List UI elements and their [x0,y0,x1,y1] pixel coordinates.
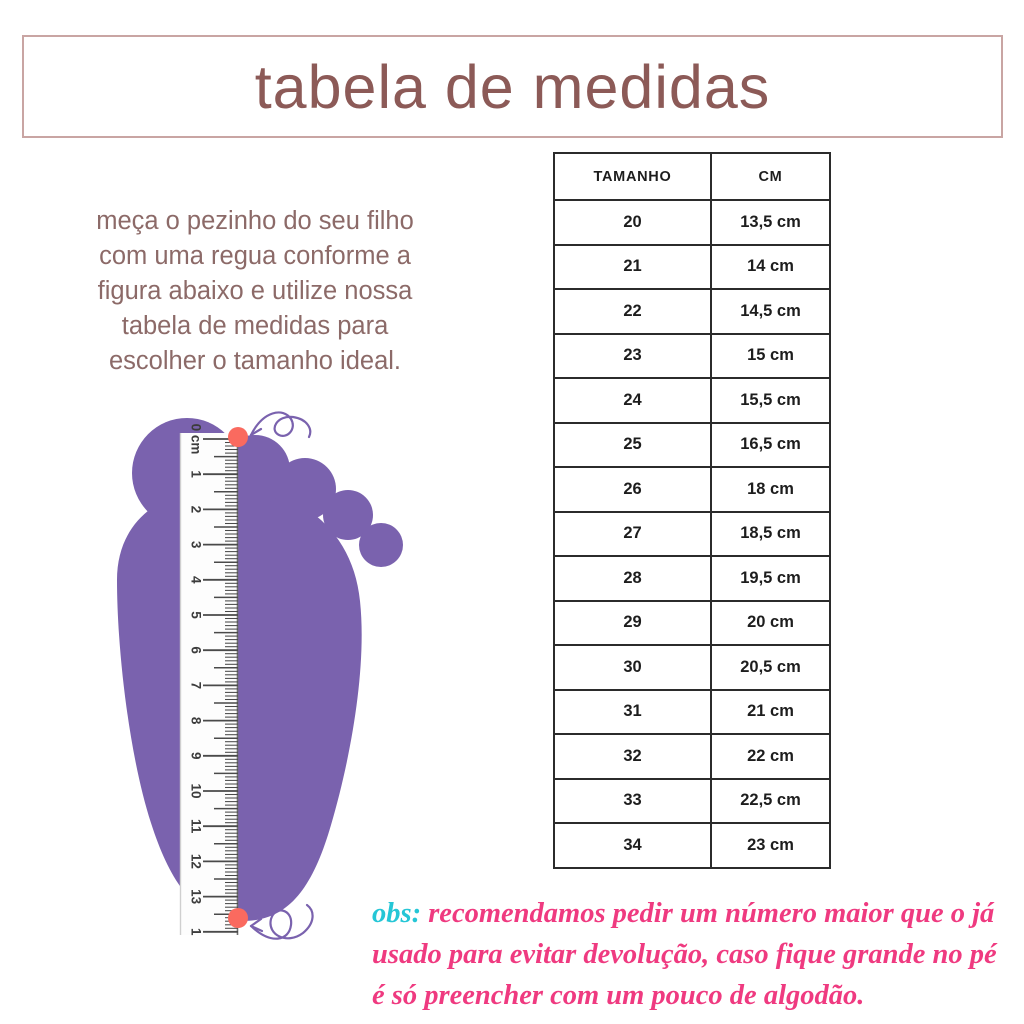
swirl-arrow-top [249,411,312,443]
table-row: 20 13,5 cm [553,199,831,246]
cell-cm: 22,5 cm [710,777,831,824]
foot-illustration: 0 cm 1 2 3 4 5 6 7 8 9 10 11 12 13 1 [75,405,415,975]
ruler-label-11: 11 [188,819,203,834]
cell-size: 32 [553,733,712,780]
cell-size: 23 [553,332,712,379]
ruler-label-1: 1 [188,470,203,478]
ruler-label-2: 2 [188,506,203,514]
cell-cm: 15 cm [710,332,831,379]
cell-cm: 15,5 cm [710,377,831,424]
cell-size: 33 [553,777,712,824]
cell-size: 31 [553,688,712,735]
table-row: 28 19,5 cm [553,555,831,602]
table-row: 25 16,5 cm [553,421,831,468]
toe-circle-4 [323,490,373,540]
cell-cm: 19,5 cm [710,555,831,602]
instruction-line-1: meça o pezinho do seu filho [96,207,414,235]
title-box: tabela de medidas [22,35,1003,138]
instruction-line-4: tabela de medidas para [121,312,389,340]
cell-size: 22 [553,288,712,335]
cell-cm: 13,5 cm [710,199,831,246]
cell-size: 30 [553,644,712,691]
measure-marker-bottom [228,908,248,928]
observation-note: obs: recomendamos pedir um número maior … [372,893,1012,1016]
ruler-label-4: 4 [188,576,203,584]
cell-cm: 18,5 cm [710,510,831,557]
ruler-label-7: 7 [188,682,203,690]
toe-circle-3 [274,458,336,520]
cell-size: 29 [553,599,712,646]
cell-size: 28 [553,555,712,602]
cell-cm: 14 cm [710,243,831,290]
swirl-arrow-bottom [249,903,314,940]
toe-circle-5 [359,523,403,567]
table-row: 23 15 cm [553,332,831,379]
cell-cm: 18 cm [710,466,831,513]
foot-with-ruler-svg: 0 cm 1 2 3 4 5 6 7 8 9 10 11 12 13 1 [117,411,403,940]
table-row: 33 22,5 cm [553,777,831,824]
ruler-label-6: 6 [188,646,203,654]
note-line-3: é só preencher com um pouco de algodão. [372,980,865,1011]
instruction-line-3: figura abaixo e utilize nossa [97,277,413,305]
note-label: obs: [372,898,422,929]
table-row: 31 21 cm [553,688,831,735]
cell-cm: 23 cm [710,822,831,869]
cell-cm: 16,5 cm [710,421,831,468]
cell-size: 24 [553,377,712,424]
ruler-label-14: 1 [188,928,203,936]
cell-cm: 20,5 cm [710,644,831,691]
ruler-label-10: 10 [188,783,203,798]
cell-cm: 21 cm [710,688,831,735]
table-header-row: TAMANHO CM [553,152,831,201]
table-row: 26 18 cm [553,466,831,513]
table-row: 22 14,5 cm [553,288,831,335]
note-text-1: recomendamos pedir um número maior que o… [428,898,995,929]
table-header-cm: CM [710,152,831,201]
instruction-text: meça o pezinho do seu filho com uma regu… [30,204,480,379]
ruler-label-13: 13 [188,889,203,905]
table-row: 27 18,5 cm [553,510,831,557]
cell-size: 21 [553,243,712,290]
ruler-label-9: 9 [188,752,203,760]
cell-size: 27 [553,510,712,557]
table-row: 29 20 cm [553,599,831,646]
cell-cm: 14,5 cm [710,288,831,335]
cell-cm: 20 cm [710,599,831,646]
table-row: 24 15,5 cm [553,377,831,424]
instruction-line-2: com uma regua conforme a [99,242,411,270]
ruler-labels: 0 cm 1 2 3 4 5 6 7 8 9 10 11 12 13 1 [188,424,203,936]
table-header-tamanho: TAMANHO [553,152,712,201]
cell-cm: 22 cm [710,733,831,780]
cell-size: 25 [553,421,712,468]
cell-size: 20 [553,199,712,246]
ruler-label-zero: 0 cm [188,424,203,455]
ruler-label-8: 8 [188,717,203,725]
page-title: tabela de medidas [254,52,771,121]
note-line-2: usado para evitar devolução, caso fique … [372,939,997,970]
ruler-label-3: 3 [188,541,203,549]
instruction-line-5: escolher o tamanho ideal. [108,347,402,375]
table-body: 20 13,5 cm 21 14 cm 22 14,5 cm 23 15 cm … [553,199,831,869]
table-row: 21 14 cm [553,243,831,290]
ruler-label-12: 12 [188,854,203,869]
size-table: TAMANHO CM 20 13,5 cm 21 14 cm 22 14,5 c… [553,152,831,869]
ruler-label-5: 5 [188,611,203,619]
measure-marker-top [228,427,248,447]
table-row: 32 22 cm [553,733,831,780]
cell-size: 26 [553,466,712,513]
table-row: 34 23 cm [553,822,831,869]
table-row: 30 20,5 cm [553,644,831,691]
note-line-1: obs: recomendamos pedir um número maior … [372,893,1012,934]
cell-size: 34 [553,822,712,869]
foot-sole-shape [117,487,362,921]
